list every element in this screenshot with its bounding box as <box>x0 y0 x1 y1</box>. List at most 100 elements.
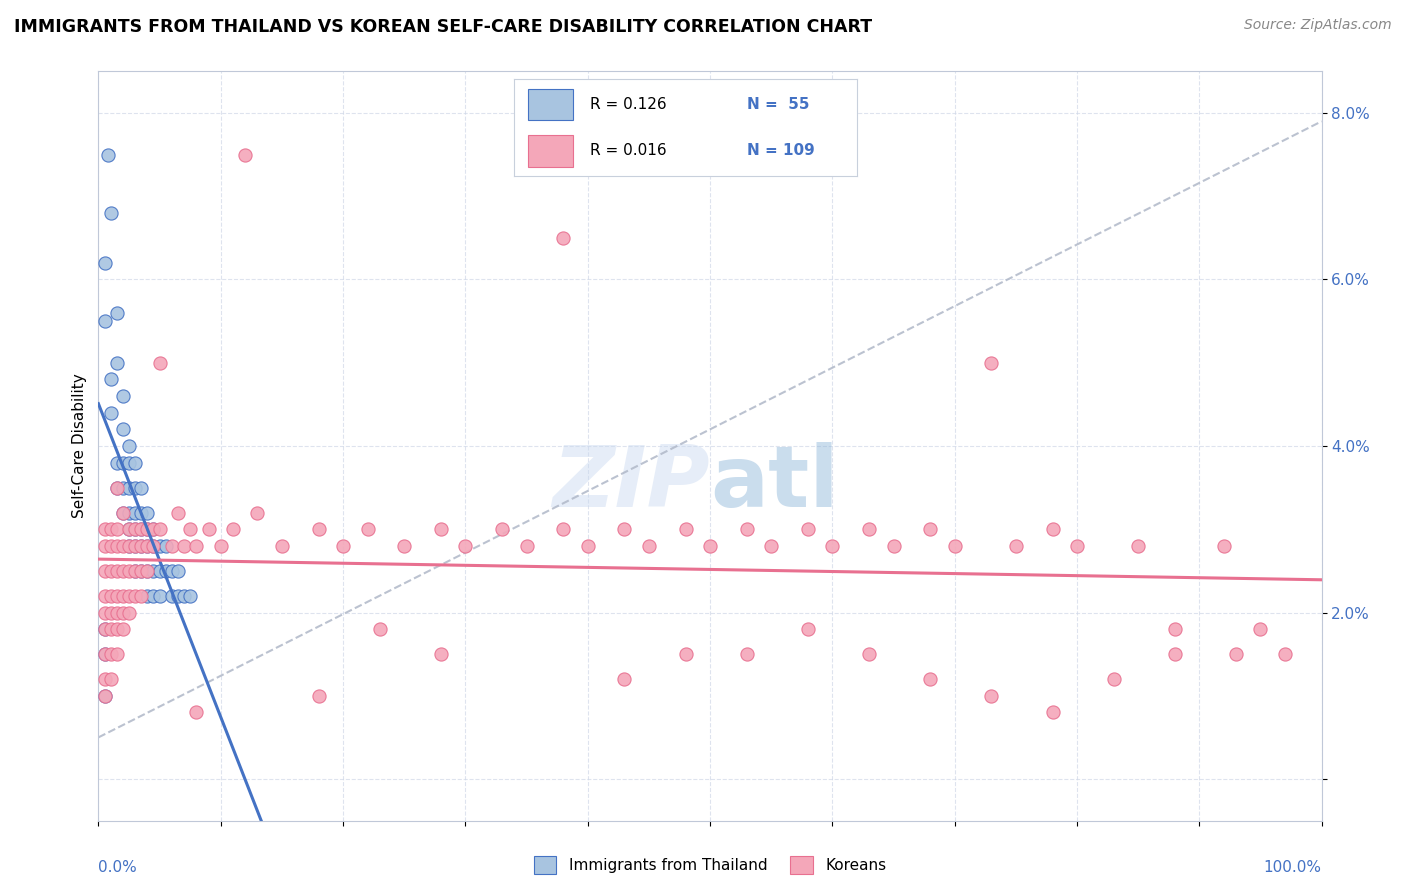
Point <box>105 564 128 578</box>
Point <box>100 564 122 578</box>
Point <box>392 539 416 553</box>
Point <box>136 522 159 536</box>
Point <box>167 564 190 578</box>
Point <box>160 539 183 553</box>
Point <box>124 506 146 520</box>
Point <box>124 564 146 578</box>
Point <box>613 672 636 686</box>
Point <box>136 506 159 520</box>
Point <box>100 647 122 661</box>
Point <box>1042 706 1064 720</box>
Point <box>222 522 245 536</box>
Point <box>100 206 122 220</box>
Point <box>454 539 477 553</box>
Point <box>118 564 141 578</box>
Text: IMMIGRANTS FROM THAILAND VS KOREAN SELF-CARE DISABILITY CORRELATION CHART: IMMIGRANTS FROM THAILAND VS KOREAN SELF-… <box>14 18 872 36</box>
Point <box>105 356 128 370</box>
Point <box>1212 539 1234 553</box>
Point <box>797 522 820 536</box>
Point <box>155 564 177 578</box>
Point <box>136 539 159 553</box>
Point <box>124 539 146 553</box>
Point <box>883 539 905 553</box>
Point <box>118 481 141 495</box>
Point <box>332 539 354 553</box>
Point <box>93 589 115 603</box>
Point <box>129 481 152 495</box>
Point <box>129 564 152 578</box>
Point <box>1066 539 1088 553</box>
Point <box>93 622 115 636</box>
Point <box>430 647 453 661</box>
Point <box>368 622 391 636</box>
Point <box>197 522 219 536</box>
Point <box>515 539 537 553</box>
Point <box>515 122 537 136</box>
Point <box>93 522 115 536</box>
Point <box>246 506 269 520</box>
Point <box>167 506 190 520</box>
Point <box>124 481 146 495</box>
Point <box>111 506 134 520</box>
Point <box>129 522 152 536</box>
Point <box>160 564 183 578</box>
Point <box>136 564 159 578</box>
Point <box>675 522 697 536</box>
Point <box>797 622 820 636</box>
Point <box>136 539 159 553</box>
Point <box>1225 647 1247 661</box>
Point <box>1249 622 1271 636</box>
Point <box>179 522 201 536</box>
Point <box>105 622 128 636</box>
Point <box>1274 647 1296 661</box>
Point <box>93 564 115 578</box>
Point <box>155 539 177 553</box>
Point <box>920 672 942 686</box>
Point <box>93 256 115 270</box>
Point <box>111 456 134 470</box>
Point <box>93 647 115 661</box>
Point <box>858 647 880 661</box>
Point <box>173 589 195 603</box>
Point <box>576 539 599 553</box>
Point <box>149 356 172 370</box>
Point <box>1128 539 1150 553</box>
Y-axis label: Self-Care Disability: Self-Care Disability <box>72 374 87 518</box>
Text: ZIP: ZIP <box>553 442 710 525</box>
Point <box>93 672 115 686</box>
Point <box>111 506 134 520</box>
Point <box>124 522 146 536</box>
Point <box>142 589 165 603</box>
Point <box>111 589 134 603</box>
Point <box>93 539 115 553</box>
Point <box>491 522 513 536</box>
Point <box>105 647 128 661</box>
Point <box>699 539 721 553</box>
Point <box>129 506 152 520</box>
Point <box>118 539 141 553</box>
Point <box>118 539 141 553</box>
Point <box>97 147 120 161</box>
Point <box>167 589 190 603</box>
Point <box>821 539 844 553</box>
Point <box>118 589 141 603</box>
Point <box>173 539 195 553</box>
Point <box>105 539 128 553</box>
Point <box>142 522 165 536</box>
Point <box>553 231 575 245</box>
Point <box>129 589 152 603</box>
Point <box>105 306 128 320</box>
Point <box>1042 522 1064 536</box>
Point <box>124 589 146 603</box>
Point <box>100 406 122 420</box>
Point <box>118 522 141 536</box>
Point <box>160 589 183 603</box>
Point <box>675 647 697 661</box>
Point <box>100 372 122 386</box>
Point <box>129 522 152 536</box>
Point <box>129 564 152 578</box>
Point <box>920 522 942 536</box>
Point <box>142 539 165 553</box>
Point <box>149 564 172 578</box>
Point <box>1102 672 1125 686</box>
